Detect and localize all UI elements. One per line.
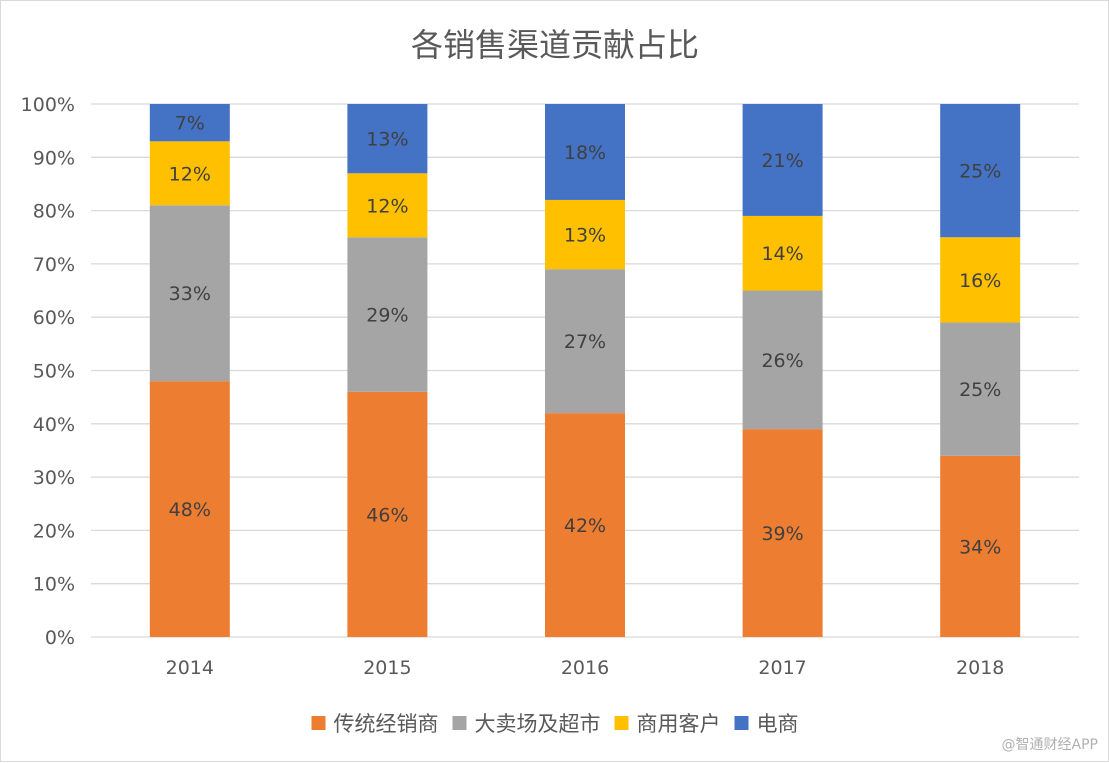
bar-segment <box>149 205 230 382</box>
bar-segment <box>940 455 1021 637</box>
data-label: 26% <box>761 350 803 372</box>
x-tick-label: 2015 <box>363 657 411 679</box>
data-label: 42% <box>564 515 606 537</box>
x-tick-label: 2018 <box>956 657 1004 679</box>
legend-swatch <box>614 716 629 730</box>
data-label: 25% <box>959 161 1001 183</box>
bar-segment <box>742 104 823 216</box>
bar-segment <box>347 391 428 637</box>
data-label: 7% <box>175 113 205 135</box>
bar-segment <box>347 104 428 174</box>
bar-segment <box>149 141 230 206</box>
data-label: 21% <box>761 150 803 172</box>
y-tick-label: 100% <box>21 94 75 116</box>
y-axis-ticks: 0% 10% 20% 30% 40% 50% 60% 70% 80% 90% 100% <box>21 94 75 649</box>
data-label: 34% <box>959 536 1001 558</box>
bar-segment <box>149 104 230 142</box>
legend-swatch <box>311 716 326 730</box>
bar-segment <box>742 290 823 430</box>
bar-segment <box>742 429 823 637</box>
bar-segment <box>940 104 1021 238</box>
chart-title: 各销售渠道贡献占比 <box>411 26 699 64</box>
y-tick-label: 80% <box>33 201 75 223</box>
data-label: 46% <box>366 504 408 526</box>
legend: 传统经销商 大卖场及超市 商用客户 电商 <box>311 712 799 736</box>
legend-swatch <box>734 716 749 730</box>
legend-label: 商用客户 <box>637 712 721 736</box>
bar-segment <box>545 199 625 270</box>
x-axis-ticks: 2014 2015 2016 2017 2018 <box>166 657 1005 679</box>
data-label: 27% <box>564 331 606 353</box>
data-label: 39% <box>761 523 803 545</box>
y-tick-label: 0% <box>45 627 75 649</box>
data-label: 18% <box>564 142 606 164</box>
y-tick-label: 40% <box>33 414 75 436</box>
data-label: 12% <box>366 195 408 217</box>
bar-segment <box>545 269 625 414</box>
x-tick-label: 2017 <box>758 657 806 679</box>
legend-swatch <box>452 716 467 730</box>
x-tick-label: 2016 <box>561 657 609 679</box>
legend-label: 电商 <box>757 712 799 736</box>
bar-segment <box>347 237 428 392</box>
data-label: 14% <box>761 243 803 265</box>
bar-segment <box>545 104 625 200</box>
watermark: @智通财经APP <box>1002 737 1098 753</box>
data-label: 33% <box>169 283 211 305</box>
y-tick-label: 20% <box>33 520 75 542</box>
y-tick-label: 30% <box>33 467 75 489</box>
bars: 48% 33% 12% 7% 46% 29% 12% 13% 42% 27% 13% 18% 39% 26… <box>149 104 1021 637</box>
legend-label: 大卖场及超市 <box>475 712 601 736</box>
y-tick-label: 50% <box>33 361 75 383</box>
bar-segment <box>940 237 1021 323</box>
data-label: 12% <box>169 163 211 185</box>
data-label: 25% <box>959 379 1001 401</box>
x-tick-label: 2014 <box>166 657 214 679</box>
data-label: 48% <box>169 499 211 521</box>
y-tick-label: 70% <box>33 254 75 276</box>
bar-segment <box>545 413 625 637</box>
y-tick-label: 10% <box>33 574 75 596</box>
bar-segment <box>742 215 823 291</box>
y-tick-label: 90% <box>33 147 75 169</box>
y-tick-label: 60% <box>33 307 75 329</box>
bar-segment <box>940 322 1021 456</box>
data-label: 13% <box>366 129 408 151</box>
data-label: 16% <box>959 270 1001 292</box>
data-label: 13% <box>564 225 606 247</box>
legend-label: 传统经销商 <box>334 712 439 736</box>
bar-segment <box>347 173 428 238</box>
bar-segment <box>149 381 230 637</box>
data-label: 29% <box>366 305 408 327</box>
